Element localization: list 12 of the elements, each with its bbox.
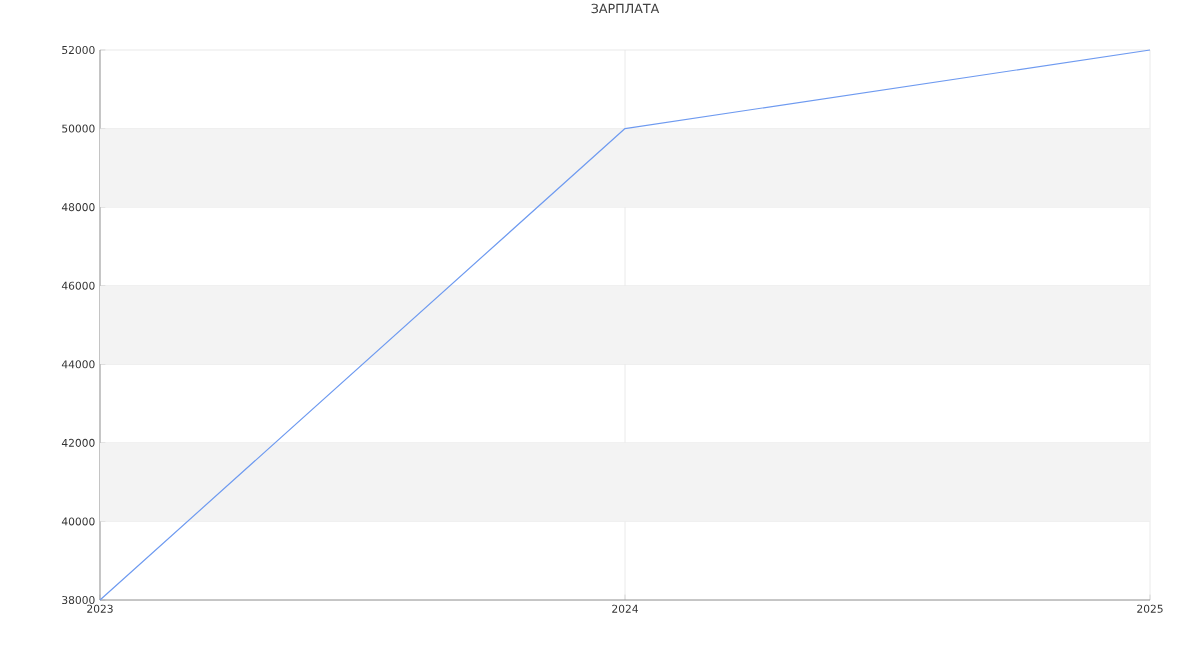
x-tick-label: 2025 xyxy=(1137,604,1163,613)
y-tick-label: 52000 xyxy=(62,45,95,55)
y-tick-label: 42000 xyxy=(61,438,95,447)
y-tick-label: 48000 xyxy=(61,203,95,212)
y-tick-label: 50000 xyxy=(62,124,95,133)
y-tick-label: 38000 xyxy=(62,595,95,605)
chart-title: ЗАРПЛАТА xyxy=(591,3,660,14)
x-tick-label: 2023 xyxy=(87,604,113,613)
y-tick-label: 44000 xyxy=(61,360,95,369)
y-tick-label: 46000 xyxy=(61,281,95,290)
x-tick-label: 2024 xyxy=(612,604,638,613)
y-tick-label: 40000 xyxy=(61,517,95,526)
